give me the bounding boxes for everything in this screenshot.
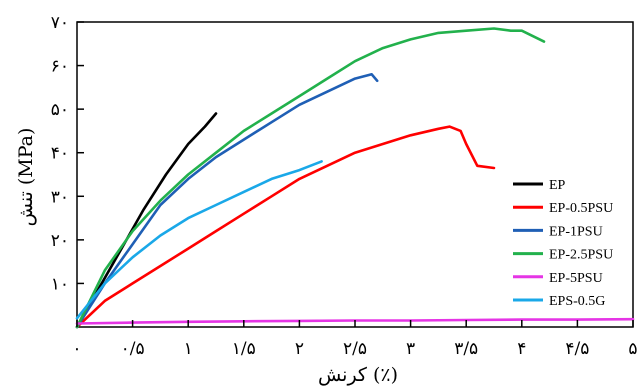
series-layer bbox=[75, 27, 635, 329]
series-line-ep-1psu bbox=[75, 73, 379, 329]
legend-entry-label: EP-2.5PSU bbox=[549, 248, 613, 263]
legend-entry-label: EPS-0.5G bbox=[549, 294, 605, 309]
legend: EP EP-0.5PSU EP-1PSU EP-2.5PSU EP-5PSU EPS-0.… bbox=[513, 178, 613, 309]
y-tick-label: ۱۰ bbox=[51, 274, 69, 294]
x-tick-label: ۴ bbox=[517, 339, 526, 359]
y-tick-label: ۵۰ bbox=[51, 100, 69, 120]
x-tick-label: ۲ bbox=[295, 339, 304, 359]
x-tick-label: ۰/۵ bbox=[121, 339, 145, 359]
legend-entry-label: EP-0.5PSU bbox=[549, 201, 613, 216]
x-tick-label: ۳ bbox=[406, 339, 415, 359]
y-tick-label: ۴۰ bbox=[51, 144, 69, 164]
y-tick-label: ۷۰ bbox=[51, 13, 69, 33]
legend-entry-label: EP bbox=[549, 178, 566, 193]
y-tick-label: ۲۰ bbox=[51, 231, 69, 251]
y-axis-label: تنش (MPa) bbox=[15, 128, 37, 227]
x-tick-label: ۰ bbox=[72, 339, 81, 359]
x-tick-label: ۴/۵ bbox=[565, 339, 589, 359]
legend-entry-label: EP-1PSU bbox=[549, 224, 603, 239]
series-line-ep-0-5psu bbox=[75, 125, 496, 329]
axes-layer: ۰ ۰/۵ ۱ ۱/۵ ۲ ۲/۵ ۳ ۳/۵ ۴ ۴/۵ ۵ ۱۰ ۲۰ ۳۰ ۴۰ ۵۰ ۶۰ ۷۰ bbox=[51, 13, 638, 359]
y-tick-label: ۶۰ bbox=[51, 57, 69, 77]
x-axis-label: کرنش (٪) bbox=[318, 364, 398, 386]
series-line-ep-2-5psu bbox=[75, 27, 546, 329]
x-tick-label: ۵ bbox=[628, 339, 637, 359]
x-tick-label: ۱/۵ bbox=[232, 339, 256, 359]
series-line-eps-0-5g bbox=[75, 160, 323, 320]
x-tick-label: ۱ bbox=[184, 339, 193, 359]
y-tick-label: ۳۰ bbox=[51, 187, 69, 207]
series-line-ep bbox=[75, 112, 218, 329]
x-tick-label: ۳/۵ bbox=[454, 339, 478, 359]
x-tick-label: ۲/۵ bbox=[343, 339, 367, 359]
legend-entry-label: EP-5PSU bbox=[549, 271, 603, 286]
